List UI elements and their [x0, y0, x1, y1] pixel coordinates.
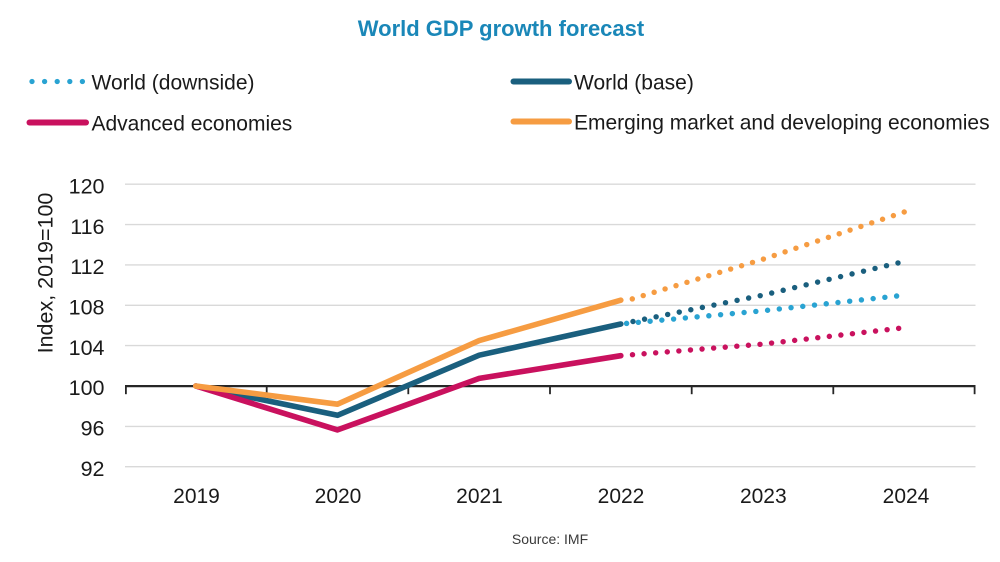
svg-text:2019: 2019: [173, 485, 220, 508]
svg-text:112: 112: [70, 255, 104, 279]
svg-text:92: 92: [81, 457, 105, 481]
svg-text:Source: IMF: Source: IMF: [512, 531, 588, 547]
svg-text:96: 96: [81, 417, 105, 441]
svg-text:Emerging market and developing: Emerging market and developing economies: [574, 112, 990, 135]
svg-text:Index, 2019=100: Index, 2019=100: [34, 193, 58, 354]
svg-text:2021: 2021: [456, 485, 503, 508]
svg-text:2020: 2020: [315, 485, 362, 508]
svg-text:120: 120: [69, 174, 105, 198]
svg-text:116: 116: [70, 215, 104, 239]
svg-text:2024: 2024: [883, 485, 930, 508]
svg-text:World GDP growth forecast: World GDP growth forecast: [358, 16, 645, 41]
svg-text:2022: 2022: [598, 485, 645, 508]
svg-text:Advanced economies: Advanced economies: [92, 113, 293, 136]
svg-text:100: 100: [69, 376, 105, 400]
svg-text:World (downside): World (downside): [92, 72, 255, 95]
svg-text:104: 104: [69, 336, 105, 360]
svg-text:World (base): World (base): [574, 72, 694, 95]
svg-text:108: 108: [69, 296, 105, 320]
svg-text:2023: 2023: [740, 485, 787, 508]
